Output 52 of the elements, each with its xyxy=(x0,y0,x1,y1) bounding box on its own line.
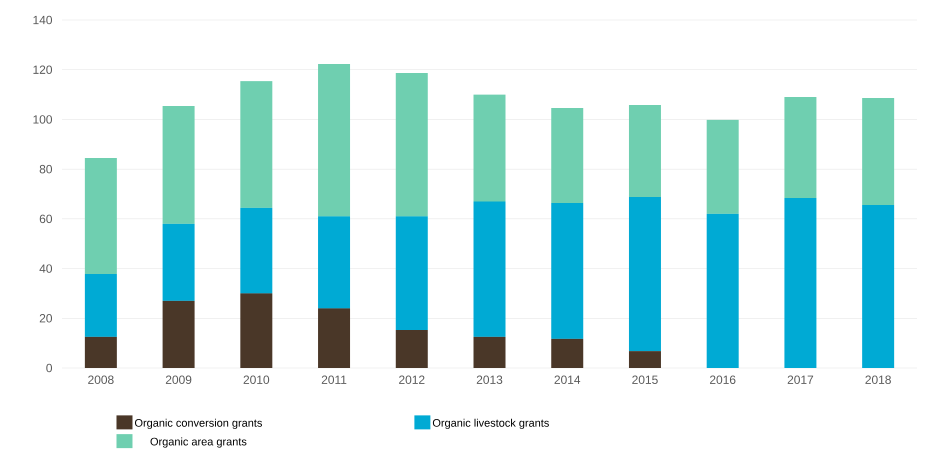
y-tick-label: 120 xyxy=(33,65,52,74)
bar xyxy=(84,274,117,337)
x-tick-label: 2013 xyxy=(476,376,502,384)
bar xyxy=(551,202,584,339)
bar xyxy=(396,330,428,368)
bar xyxy=(628,351,661,368)
y-tick-label: 80 xyxy=(40,164,52,174)
x-tick-label: 2009 xyxy=(166,376,192,384)
bar xyxy=(162,300,195,368)
y-tick-label: 0 xyxy=(46,364,52,372)
x-tick-label: 2011 xyxy=(322,376,346,384)
y-tick-label: 100 xyxy=(33,115,52,124)
bar xyxy=(240,293,272,368)
bar xyxy=(474,336,506,368)
bar xyxy=(551,338,584,368)
bar xyxy=(628,196,661,352)
bar xyxy=(318,64,350,216)
legend-label: Organic area grants xyxy=(150,437,246,448)
y-tick-label: 60 xyxy=(40,214,52,224)
bar xyxy=(784,97,816,198)
bar xyxy=(240,208,272,294)
x-tick-label: 2016 xyxy=(710,376,736,384)
bar xyxy=(318,216,350,308)
y-tick-label: 140 xyxy=(33,16,52,24)
bar xyxy=(628,105,661,197)
bar xyxy=(784,198,816,368)
x-tick-label: 2014 xyxy=(554,376,580,384)
x-tick-label: 2017 xyxy=(788,376,814,384)
x-tick-label: 2015 xyxy=(632,376,658,384)
x-tick-label: 2018 xyxy=(865,376,891,384)
bar xyxy=(162,106,195,224)
x-tick-label: 2010 xyxy=(244,376,270,384)
bar xyxy=(84,336,117,368)
bar xyxy=(862,98,894,205)
bar xyxy=(474,201,506,337)
bar xyxy=(706,120,739,214)
bar xyxy=(706,214,739,368)
legend-label: Organic conversion grants xyxy=(134,418,262,429)
bar xyxy=(551,108,584,203)
bar xyxy=(240,81,272,208)
x-tick-label: 2012 xyxy=(399,376,424,384)
legend-label: Organic livestock grants xyxy=(432,418,549,429)
bar xyxy=(162,224,195,301)
bar xyxy=(84,158,117,274)
bar xyxy=(474,94,506,202)
x-tick-label: 2008 xyxy=(88,376,114,384)
y-tick-label: 40 xyxy=(39,264,52,273)
y-tick-label: 20 xyxy=(40,314,52,323)
bar xyxy=(862,204,894,368)
bar xyxy=(396,72,428,216)
bar xyxy=(396,216,428,330)
bar xyxy=(318,308,350,368)
